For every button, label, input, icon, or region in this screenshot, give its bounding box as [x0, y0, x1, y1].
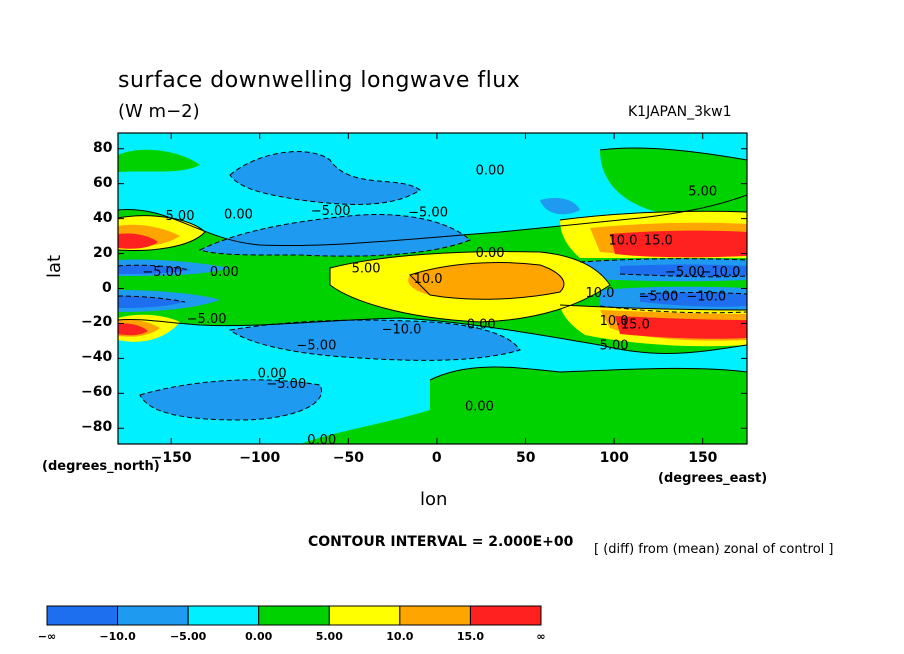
y-axis-label: lat	[44, 254, 65, 278]
contour-label: 10.0	[600, 314, 629, 329]
y-units-label: (degrees_north)	[42, 459, 160, 474]
contour-label: −10.0	[382, 323, 422, 338]
contour-lines	[118, 147, 747, 381]
axis-ticks	[118, 133, 747, 444]
field-region-dark-blue	[118, 265, 190, 274]
x-tick-label: 150	[688, 450, 718, 466]
x-tick-label: −150	[150, 450, 192, 466]
y-tick-label: 40	[93, 209, 113, 226]
field-region-green	[300, 367, 747, 444]
contour-label: 10.0	[585, 286, 614, 301]
field-region-red	[610, 230, 747, 258]
colorbar-label: −∞	[38, 630, 56, 643]
y-tick-label: 80	[93, 139, 113, 156]
contour-label: −5.00	[297, 338, 337, 353]
field-region-orange	[408, 262, 564, 300]
y-tick-label: 20	[93, 244, 113, 261]
contour-label: 0.00	[210, 265, 239, 280]
field-region-red	[118, 323, 148, 336]
contour-label: −5.00	[142, 265, 182, 280]
x-tick-label: 100	[599, 450, 629, 466]
contour-label: 0.00	[307, 433, 336, 448]
colorbar-swatch	[258, 605, 330, 626]
contour-label: 15.0	[644, 234, 673, 249]
field-region-red	[615, 316, 747, 339]
field-region-dark-blue	[640, 292, 747, 307]
contour-label: 5.00	[600, 338, 629, 353]
contour-label: 0.00	[476, 164, 505, 179]
contour-label: 10.0	[414, 272, 443, 287]
contour-label: 0.00	[467, 317, 496, 332]
contour-label: −5.00	[408, 206, 448, 221]
colorbar-label: ∞	[536, 630, 545, 643]
x-tick-label: −100	[239, 450, 281, 466]
contour-label: 0.00	[476, 246, 505, 261]
field-region-blue	[230, 151, 420, 205]
field-region-blue	[540, 198, 580, 215]
contour-label: −5.00	[638, 289, 678, 304]
contour-label: −10.0	[701, 265, 741, 280]
colorbar-label: 10.0	[386, 630, 413, 643]
contour-label: 0.00	[224, 207, 253, 222]
y-tick-label: −80	[81, 419, 113, 436]
field-region-green	[600, 148, 747, 230]
x-tick-label: 0	[431, 450, 442, 466]
contour-label: 5.00	[352, 262, 381, 277]
contour-label: 0.00	[258, 366, 287, 381]
x-units-label: (degrees_east)	[658, 471, 768, 486]
contour-label: 5.00	[688, 185, 717, 200]
negative-contour-lines	[118, 151, 747, 421]
x-tick-label: 50	[516, 450, 536, 466]
field-region-blue	[230, 320, 520, 361]
contour-label: −5.00	[187, 312, 227, 327]
y-tick-label: −60	[81, 384, 113, 401]
units-label: (W m−2)	[118, 101, 200, 122]
colorbar: −∞ −10.0 −5.00 0.00 5.00 10.0 15.0 ∞	[38, 605, 546, 643]
x-tick-label: −50	[332, 450, 365, 466]
contour-label: 0.00	[465, 400, 494, 415]
field-region-dark-blue	[118, 296, 185, 308]
contour-label: −5.00	[311, 204, 351, 219]
contour-interval-text: CONTOUR INTERVAL = 2.000E+00	[308, 534, 574, 550]
colorbar-label: −10.0	[99, 630, 136, 643]
contour-label: −5.00	[266, 377, 306, 392]
run-label: K1JAPAN_3kw1	[628, 104, 732, 120]
contour-label: 5.00	[166, 209, 195, 224]
comparison-note: [ (diff) from (mean) zonal of control ]	[594, 542, 834, 557]
colorbar-swatch	[117, 605, 189, 626]
contour-label: −5.00	[665, 265, 705, 280]
x-axis-label: lon	[420, 489, 448, 510]
colorbar-label: −5.00	[170, 630, 207, 643]
field-region-dark-blue	[620, 264, 747, 277]
contour-label: 10.0	[608, 234, 637, 249]
chart-title: surface downwelling longwave flux	[118, 68, 521, 93]
contour-label: 15.0	[621, 317, 650, 332]
colorbar-swatch	[469, 605, 542, 626]
field-region-green	[118, 149, 200, 172]
colorbar-label: 0.00	[245, 630, 272, 643]
field-region-blue	[140, 379, 322, 420]
colorbar-swatch	[399, 605, 471, 626]
y-tick-label: 60	[93, 174, 113, 191]
contour-label: −10.0	[686, 289, 726, 304]
y-tick-label: −40	[81, 349, 113, 366]
colorbar-swatch	[46, 605, 119, 626]
colorbar-swatch	[187, 605, 260, 626]
y-tick-label: −20	[81, 314, 113, 331]
colorbar-label: 15.0	[457, 630, 484, 643]
colorbar-swatch	[328, 605, 401, 626]
field-region-red	[118, 233, 158, 249]
y-tick-label: 0	[102, 279, 112, 296]
colorbar-label: 5.00	[316, 630, 343, 643]
